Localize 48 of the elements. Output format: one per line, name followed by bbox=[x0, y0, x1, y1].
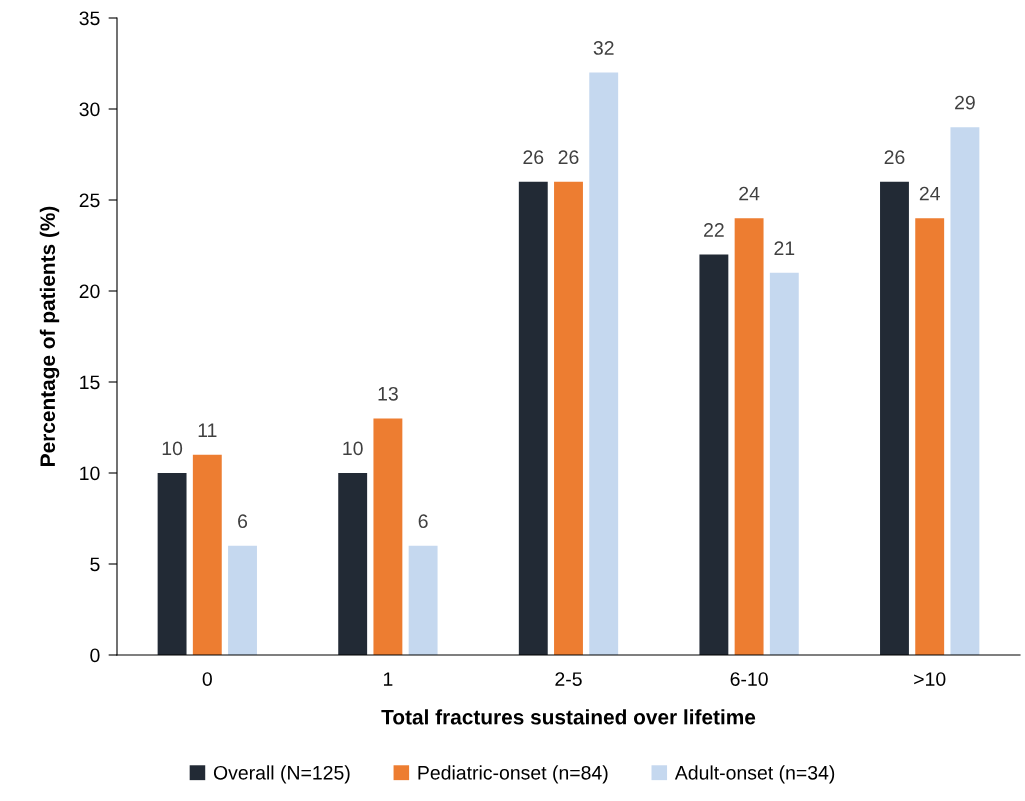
legend-label: Overall (N=125) bbox=[213, 765, 350, 784]
y-tick-label: 0 bbox=[90, 648, 100, 663]
x-axis-title: Total fractures sustained over lifetime bbox=[381, 709, 756, 725]
bar bbox=[950, 127, 980, 655]
bar bbox=[192, 454, 222, 655]
data-label: 26 bbox=[558, 150, 579, 165]
data-label: 6 bbox=[238, 514, 248, 529]
bar bbox=[769, 272, 799, 655]
bar bbox=[699, 254, 729, 655]
data-label: 22 bbox=[704, 223, 724, 237]
x-tick-label: 6-10 bbox=[730, 672, 768, 686]
data-label: 13 bbox=[378, 386, 398, 401]
y-tick-label: 20 bbox=[79, 284, 100, 299]
y-tick-label: 15 bbox=[80, 375, 100, 390]
bar bbox=[408, 545, 438, 655]
data-label: 10 bbox=[162, 441, 183, 456]
y-tick-label: 10 bbox=[80, 466, 100, 481]
bar bbox=[373, 418, 403, 655]
bar bbox=[554, 181, 583, 655]
data-label: 11 bbox=[198, 423, 217, 437]
y-tick-label: 30 bbox=[79, 102, 100, 117]
bar bbox=[518, 181, 548, 655]
x-tick-label: >10 bbox=[914, 672, 946, 686]
bar bbox=[880, 181, 909, 655]
bar bbox=[915, 218, 945, 655]
data-label: 26 bbox=[523, 150, 544, 165]
y-tick-label: 25 bbox=[79, 193, 100, 208]
y-tick-label: 5 bbox=[90, 557, 100, 572]
data-label: 6 bbox=[418, 514, 428, 529]
data-label: 21 bbox=[774, 241, 795, 255]
legend-label: Adult-onset (n=34) bbox=[674, 765, 835, 784]
bar bbox=[157, 473, 187, 655]
data-label: 10 bbox=[343, 441, 363, 456]
bar bbox=[338, 473, 368, 655]
y-tick-label: 35 bbox=[79, 11, 100, 26]
data-label: 26 bbox=[884, 150, 905, 165]
data-label: 24 bbox=[919, 186, 940, 201]
x-tick-label: 2-5 bbox=[555, 672, 582, 686]
data-label: 29 bbox=[955, 95, 975, 110]
y-axis-title: Percentage of patients (%) bbox=[39, 206, 60, 466]
data-label: 24 bbox=[739, 186, 760, 201]
bar bbox=[228, 545, 257, 655]
legend-label: Pediatric-onset (n=84) bbox=[418, 765, 608, 784]
data-label: 32 bbox=[593, 41, 614, 55]
x-tick-label: 1 bbox=[383, 672, 393, 686]
bar bbox=[589, 72, 619, 655]
x-tick-label: 0 bbox=[202, 672, 212, 686]
bar bbox=[734, 218, 764, 655]
